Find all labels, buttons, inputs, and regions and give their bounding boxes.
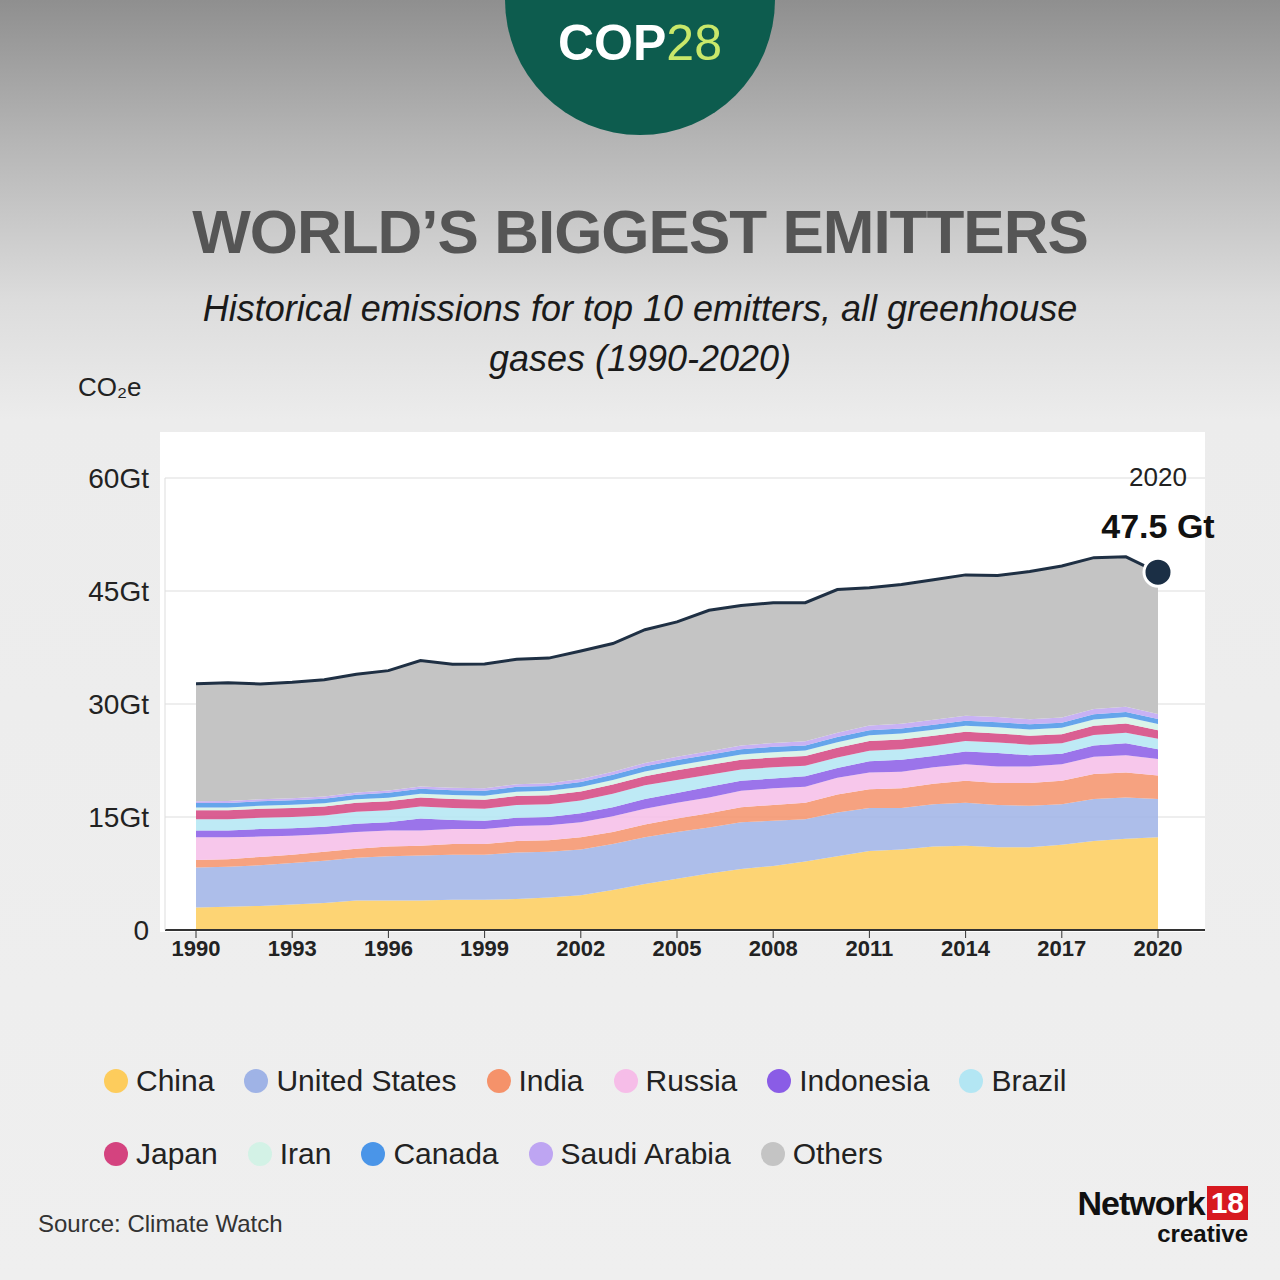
svg-text:2020: 2020: [1129, 462, 1187, 492]
svg-text:60Gt: 60Gt: [88, 463, 149, 494]
svg-text:2002: 2002: [556, 936, 605, 961]
html-text:India: India: [518, 1064, 584, 1097]
html-text:Japan: Japan: [136, 1137, 218, 1170]
html-text:Saudi Arabia: Saudi Arabia: [560, 1137, 731, 1170]
svg-text:1996: 1996: [364, 936, 413, 961]
html-text:Others: Others: [792, 1137, 883, 1170]
html-text:United States: United States: [276, 1064, 457, 1097]
svg-text:2011: 2011: [846, 936, 894, 961]
html-text:Canada: Canada: [393, 1137, 499, 1170]
html-text:Indonesia: Indonesia: [799, 1064, 930, 1097]
html-text:CO₂e: CO₂e: [78, 372, 142, 402]
svg-text:47.5 Gt: 47.5 Gt: [1101, 507, 1214, 545]
svg-text:2008: 2008: [749, 936, 798, 961]
svg-text:2005: 2005: [653, 936, 702, 961]
html-text:creative: creative: [1157, 1220, 1248, 1247]
html-text:Historical emissions for top 1: Historical emissions for top 10 emitters…: [202, 288, 1078, 379]
html-text:China: China: [136, 1064, 215, 1097]
svg-text:30Gt: 30Gt: [88, 689, 149, 720]
svg-text:2017: 2017: [1037, 936, 1086, 961]
html-text:Russia: Russia: [645, 1064, 738, 1097]
svg-text:0: 0: [133, 915, 149, 946]
html-text:COP 28: COP 28: [558, 15, 722, 71]
html-text:WORLD’S BIGGEST EMITTERS: WORLD’S BIGGEST EMITTERS: [192, 197, 1088, 266]
svg-text:2020: 2020: [1134, 936, 1183, 961]
html-text:Source: Climate Watch: Source: Climate Watch: [38, 1210, 283, 1237]
svg-text:1999: 1999: [460, 936, 509, 961]
svg-text:1993: 1993: [268, 936, 317, 961]
svg-text:2014: 2014: [941, 936, 991, 961]
svg-text:45Gt: 45Gt: [88, 576, 149, 607]
html-text:Iran: Iran: [279, 1137, 332, 1170]
html-text:Network 18: Network 18: [1077, 1184, 1244, 1222]
html-text:Brazil: Brazil: [991, 1064, 1067, 1097]
svg-text:15Gt: 15Gt: [88, 802, 149, 833]
svg-text:1990: 1990: [172, 936, 221, 961]
